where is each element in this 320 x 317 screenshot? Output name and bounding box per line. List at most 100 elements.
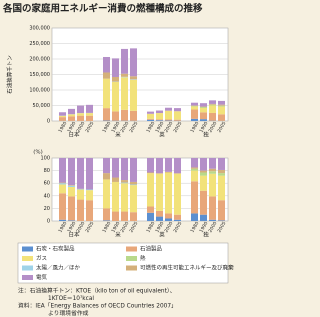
group-label: 英 <box>159 131 165 139</box>
x-tick-label: 2000 <box>75 121 86 134</box>
bar-segment <box>147 172 154 174</box>
bar-segment <box>191 105 198 107</box>
bar-segment <box>59 112 66 116</box>
bar-segment <box>165 110 172 120</box>
bar-segment <box>130 110 137 121</box>
bar-segment <box>68 196 75 221</box>
bar-segment <box>218 220 225 221</box>
bar-segment <box>103 78 110 109</box>
bar-segment <box>218 100 225 105</box>
bar-segment <box>174 119 181 121</box>
x-tick-label: 2005 <box>216 221 227 234</box>
x-tick-label: 2000 <box>119 221 130 234</box>
bar-segment <box>209 173 216 197</box>
bar-segment <box>112 177 119 182</box>
legend-label: ガス <box>36 254 47 262</box>
bar-segment <box>200 172 207 176</box>
bar-segment <box>112 158 119 178</box>
bar-segment <box>86 200 93 221</box>
bar-segment <box>165 172 172 214</box>
bar-segment <box>191 158 198 168</box>
bar-segment <box>103 72 110 79</box>
bar-segment <box>147 158 154 173</box>
bar-segment <box>68 116 75 121</box>
bar-segment <box>209 103 216 105</box>
bar-segment <box>209 158 216 169</box>
x-tick-label: 1980 <box>57 121 68 134</box>
bar-segment <box>121 73 128 77</box>
bar-segment <box>218 158 225 170</box>
bar-segment <box>200 103 207 107</box>
bar-segment <box>218 114 225 121</box>
bar-segment <box>59 115 66 118</box>
bar-segment <box>68 185 75 187</box>
y-tick-label: 300,000 <box>29 26 50 32</box>
bar-segment <box>209 105 216 113</box>
title: 各国の家庭用エネルギー消費の燃種構成の推移 <box>2 3 203 15</box>
bar-segment <box>59 117 66 121</box>
x-tick-label: 1980 <box>57 221 68 234</box>
x-tick-label: 1990 <box>110 121 121 134</box>
bar-segment <box>59 158 66 183</box>
legend-label: 太陽／風力／ほか <box>36 264 81 272</box>
bar-segment <box>200 175 207 191</box>
x-tick-label: 2005 <box>84 221 95 234</box>
bar-segment <box>200 214 207 221</box>
y-tick-label: 20 <box>44 206 50 212</box>
bar-segment <box>112 58 119 77</box>
bar-segment <box>130 185 137 213</box>
bar-segment <box>68 108 75 115</box>
bar-segment <box>86 158 93 190</box>
bar-segment <box>174 214 181 220</box>
bar-segment <box>165 218 172 221</box>
note: より環境省作成 <box>48 309 89 317</box>
bar-segment <box>200 119 207 121</box>
note: 1KTOE＝10⁷kcal <box>48 295 94 302</box>
y-axis-label: 石油換算千トン <box>6 55 14 94</box>
x-tick-label: 2000 <box>163 221 174 234</box>
bar-segment <box>200 112 207 120</box>
x-tick-label: 2000 <box>207 121 218 134</box>
bar-segment <box>156 173 163 211</box>
bar-segment <box>103 208 110 221</box>
x-tick-label: 2005 <box>216 121 227 134</box>
bar-segment <box>59 182 66 184</box>
bar-segment <box>147 111 154 114</box>
bar-segment <box>112 181 119 212</box>
x-tick-label: 2000 <box>75 221 86 234</box>
legend-box <box>17 242 229 284</box>
bar-segment <box>218 104 225 106</box>
bar-segment <box>59 184 66 194</box>
x-tick-label: 1980 <box>101 121 112 134</box>
legend-label: 電気 <box>36 273 48 281</box>
bar-segment <box>200 107 207 108</box>
bar-segment <box>77 199 84 221</box>
bar-segment <box>103 179 110 209</box>
x-tick-label: 2005 <box>128 121 139 134</box>
bar-segment <box>218 169 225 174</box>
bar-segment <box>191 167 198 169</box>
legend-swatch <box>22 275 33 280</box>
bar-segment <box>165 171 172 173</box>
bar-segment <box>218 106 225 115</box>
bar-segment <box>174 111 181 120</box>
bar-segment <box>209 112 216 121</box>
x-tick-label: 2000 <box>119 121 130 134</box>
bar-segment <box>156 173 163 174</box>
legend-swatch <box>126 246 137 252</box>
y-tick-label: 200,000 <box>29 57 50 63</box>
y-tick-label: 0 <box>47 219 50 225</box>
bar-segment <box>156 216 163 221</box>
legend-swatch <box>22 246 33 252</box>
legend-label: 熱 <box>140 254 146 262</box>
bar-segment <box>103 158 110 174</box>
bar-segment <box>147 118 154 120</box>
bar-segment <box>209 104 216 106</box>
group-label: 日本 <box>68 131 80 139</box>
bar-segment <box>130 48 137 77</box>
bar-segment <box>121 180 128 183</box>
legend-swatch <box>126 256 137 261</box>
bar-segment <box>68 185 75 186</box>
x-tick-label: 1990 <box>198 121 209 134</box>
x-tick-label: 1980 <box>189 221 200 234</box>
